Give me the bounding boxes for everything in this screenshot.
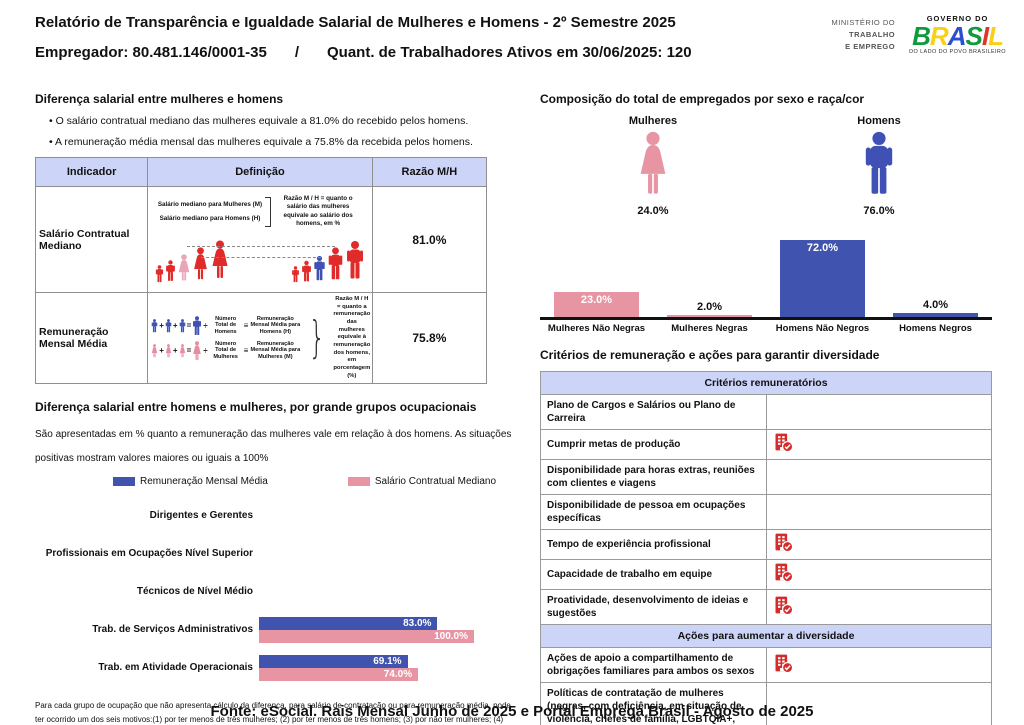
active-workers-count: Quant. de Trabalhadores Ativos em 30/06/… — [326, 44, 692, 61]
left-column: Diferença salarial entre mulheres e home… — [34, 92, 513, 725]
table-row: Tempo de experiência profissional — [540, 529, 992, 560]
brace-shape: } — [308, 312, 326, 364]
race-category-labels: Mulheres Não Negras Mulheres Negras Home… — [547, 323, 972, 334]
dashed-connector — [201, 256, 321, 258]
criteria-table: Critérios remuneratórios Plano de Cargos… — [540, 371, 992, 725]
building-check-icon — [773, 595, 793, 615]
bar-mulheres-negras: 2.0% — [653, 301, 766, 317]
table-row: Disponibilidade para horas extras, reuni… — [540, 459, 992, 495]
median-people-diagram — [155, 237, 364, 283]
indicator-median-salary: Salário Contratual Mediano — [34, 186, 149, 293]
table-row: Ações de apoio a compartilhamento de obr… — [540, 647, 992, 683]
table-row: Salário Contratual Mediano Salário media… — [34, 186, 488, 293]
female-percentage: 24.0% — [637, 205, 669, 217]
bullet-average-pay: • A remuneração média mensal das mulhere… — [49, 136, 473, 148]
legend-label-remuneracao: Remuneração Mensal Média — [140, 476, 268, 488]
salary-gap-bullets: • O salário contratual mediano das mulhe… — [49, 115, 513, 148]
bullet-median-salary: • O salário contratual mediano das mulhe… — [49, 115, 469, 127]
occupational-footnote: Para cada grupo de ocupação que não apre… — [35, 701, 511, 724]
indicator-table: Indicador Definição Razão M/H Salário Co… — [34, 157, 488, 385]
ratio-explanation: Razão M / H = quanto o salário das mulhe… — [283, 194, 353, 228]
definition-average-pay: + + = ÷ Número Total de Homens ≡ Remuner… — [147, 291, 373, 385]
header-separator: / — [294, 44, 299, 61]
bar-remuneracao: 83.0% — [259, 617, 438, 631]
chart-row-dirigentes: Dirigentes e Gerentes — [149, 510, 253, 522]
brasil-wordmark: BRASIL — [912, 21, 1004, 51]
source-footer: Fonte: eSocial. Rais Mensal Junho de 202… — [210, 703, 814, 720]
female-label: Mulheres — [628, 115, 678, 127]
employer-id: Empregador: 80.481.146/0001-35 — [35, 44, 267, 61]
median-women-line: Salário mediano para Mulheres (M) — [157, 201, 263, 209]
female-icon — [540, 131, 766, 197]
legend-swatch-pink — [347, 477, 370, 487]
male-label: Homens — [857, 115, 901, 127]
bar-remuneracao: 69.1% — [259, 655, 408, 669]
salary-gap-title: Diferença salarial entre mulheres e home… — [35, 92, 284, 106]
women-average-formula: + + = ÷ Número Total de Mulheres ≡ Remun… — [151, 341, 301, 361]
building-check-icon — [773, 562, 793, 582]
chart-row-administrativos: Trab. de Serviços Administrativos 83.0% … — [35, 611, 513, 649]
composition-title: Composição do total de empregados por se… — [540, 92, 865, 106]
building-check-icon — [773, 432, 793, 452]
government-logo: MINISTÉRIO DO TRABALHO E EMPREGO GOVERNO… — [832, 14, 1007, 55]
legend-swatch-blue — [113, 477, 135, 487]
criteria-section-header: Critérios remuneratórios — [540, 371, 992, 395]
bar-salario: 74.0% — [259, 668, 419, 682]
building-check-icon — [773, 532, 793, 552]
chart-row-operacionais: Trab. em Atividade Operacionais 69.1% 74… — [35, 649, 513, 687]
table-row: Disponibilidade de pessoa em ocupações e… — [540, 494, 992, 530]
bar-homens-negros: 4.0% — [879, 299, 992, 317]
bar-mulheres-nao-negras: 23.0% — [540, 292, 653, 317]
right-column: Composição do total de empregados por se… — [540, 92, 992, 725]
legend-label-salario: Salário Contratual Mediano — [374, 476, 497, 488]
bracket-shape — [265, 196, 272, 227]
women-group-figures — [155, 237, 230, 283]
dashed-connector — [187, 245, 335, 247]
criteria-title: Critérios de remuneração e ações para ga… — [540, 348, 880, 362]
occupational-description: São apresentadas em % quanto a remuneraç… — [35, 429, 512, 464]
table-row: Remuneração Mensal Média + + = ÷ Número … — [34, 291, 488, 385]
col-definicao: Definição — [147, 157, 373, 187]
table-row: Proatividade, desenvolvimento de ideias … — [540, 589, 992, 625]
building-check-icon — [773, 653, 793, 673]
col-indicador: Indicador — [34, 157, 149, 187]
median-men-line: Salário mediano para Homens (H) — [159, 214, 261, 222]
indicator-average-pay: Remuneração Mensal Média — [34, 291, 149, 385]
men-average-formula: + + = ÷ Número Total de Homens ≡ Remuner… — [151, 316, 301, 336]
col-razao: Razão M/H — [371, 157, 488, 187]
table-row: Capacidade de trabalho em equipe — [540, 559, 992, 590]
men-group-figures — [291, 238, 365, 283]
indicator-table-header-row: Indicador Definição Razão M/H — [34, 157, 488, 187]
table-row: Políticas de contratação de mulheres (ne… — [540, 682, 992, 725]
occupational-bar-chart: Dirigentes e Gerentes Profissionais em O… — [35, 497, 513, 687]
report-title: Relatório de Transparência e Igualdade S… — [35, 14, 676, 31]
race-composition-bar-chart: 23.0% 2.0% 72.0% 4.0% — [540, 229, 992, 320]
bar-homens-nao-negros: 72.0% — [766, 239, 879, 317]
actions-section-header: Ações para aumentar a diversidade — [540, 624, 992, 648]
brasil-logo: GOVERNO DO BRASIL DO LADO DO POVO BRASIL… — [909, 14, 1006, 55]
ratio-median-salary: 81.0% — [371, 186, 488, 293]
chart-row-profissionais: Profissionais em Ocupações Nível Superio… — [45, 548, 253, 560]
bar-salario: 100.0% — [259, 630, 474, 644]
table-row: Plano de Cargos e Salários ou Plano de C… — [540, 394, 992, 430]
ministry-label: MINISTÉRIO DO TRABALHO E EMPREGO — [831, 17, 896, 51]
chart-legend: Remuneração Mensal Média Salário Contrat… — [113, 476, 513, 487]
male-percentage: 76.0% — [863, 205, 895, 217]
report-header: Relatório de Transparência e Igualdade S… — [35, 14, 805, 61]
chart-row-tecnicos: Técnicos de Nível Médio — [136, 586, 253, 598]
ratio-average-pay: 75.8% — [371, 291, 488, 385]
ratio-explanation: Razão M / H = quanto a remuneração das m… — [333, 296, 371, 379]
definition-median-salary: Salário mediano para Mulheres (M) Salári… — [147, 186, 373, 293]
occupational-title: Diferença salarial entre homens e mulher… — [35, 400, 477, 415]
male-icon — [766, 131, 992, 197]
table-row: Cumprir metas de produção — [540, 429, 992, 460]
